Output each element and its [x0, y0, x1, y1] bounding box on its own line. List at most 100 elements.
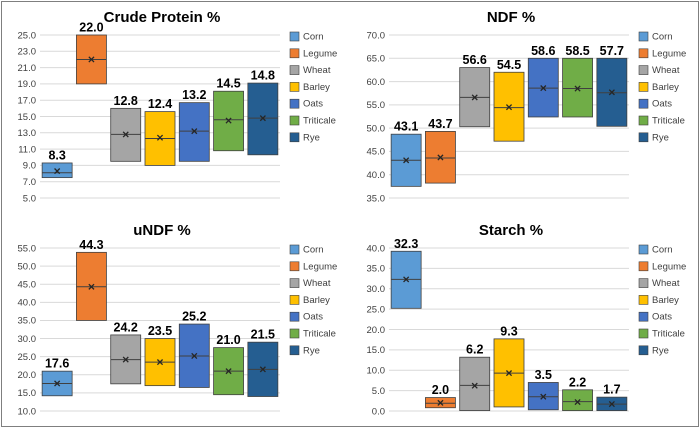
legend-label: Corn [303, 245, 324, 256]
legend-item-triticale: Triticale [638, 115, 685, 127]
y-tick-label: 21.0 [18, 63, 37, 74]
y-tick-label: 20.0 [367, 325, 386, 336]
box-rect [562, 389, 593, 411]
y-tick-label: 5.0 [372, 386, 385, 397]
mean-marker-icon [54, 380, 61, 387]
data-label: 54.5 [497, 58, 521, 72]
legend-label: Oats [303, 312, 323, 323]
box-oats: 25.2 [178, 310, 210, 388]
data-label: 13.2 [182, 88, 206, 102]
box-legume: 2.0 [425, 383, 456, 409]
chart-starch: Starch % 0.0 5.0 10.0 15.0 20.0 25.0 30.0 35.0 40… [367, 222, 687, 417]
data-label: 57.7 [600, 44, 624, 58]
y-tick-label: 10.0 [18, 406, 37, 417]
mean-marker-icon [122, 356, 129, 363]
data-label: 12.4 [148, 97, 172, 111]
mean-marker-icon [608, 401, 615, 408]
legend: Corn Legume Wheat Barley Oats Triticale Rye [638, 245, 686, 356]
mean-marker-icon [88, 283, 95, 290]
boxes: 8.3 22.0 12.8 12.4 13.2 14.5 14.8 [41, 21, 279, 179]
legend: Corn Legume Wheat Barley Oats Triticale Rye [289, 244, 337, 356]
data-label: 23.5 [148, 324, 172, 338]
mean-marker-icon [505, 370, 513, 377]
legend-swatch [289, 244, 300, 255]
mean-marker-icon [471, 94, 478, 101]
data-label: 44.3 [79, 238, 103, 252]
y-tick-label: 40.0 [367, 170, 386, 181]
data-label: 58.5 [565, 44, 589, 58]
legend-swatch [638, 115, 649, 126]
x-mark-stroke [540, 393, 547, 400]
mean-marker-icon [88, 56, 95, 63]
legend-item-barley: Barley [289, 82, 330, 93]
x-mark-stroke [54, 380, 61, 387]
data-label: 9.3 [500, 324, 517, 338]
mean-marker-icon [540, 393, 547, 400]
mean-marker-icon [403, 276, 410, 283]
box-barley: 9.3 [493, 324, 525, 408]
legend-label: Corn [303, 32, 324, 43]
y-tick-label: 25.0 [367, 304, 386, 315]
legend-label: Barley [652, 82, 679, 93]
box-triticale: 58.5 [562, 44, 593, 118]
legend-label: Rye [652, 132, 669, 143]
box-triticale: 14.5 [213, 77, 244, 152]
mean-marker-icon [403, 157, 410, 164]
y-axis-ticks: 0.0 5.0 10.0 15.0 20.0 25.0 30.0 35.0 40.0 [367, 243, 386, 417]
box-corn: 8.3 [41, 148, 73, 179]
mean-marker-icon [225, 368, 232, 375]
mean-marker-icon [54, 168, 61, 175]
chart-title: Starch % [479, 222, 543, 239]
data-label: 1.7 [603, 383, 620, 397]
legend-swatch [638, 311, 649, 322]
legend-label: Rye [652, 345, 669, 356]
legend-item-rye: Rye [289, 132, 320, 143]
x-mark-stroke [437, 154, 444, 161]
legend-swatch [638, 65, 649, 75]
mean-marker-icon [122, 131, 129, 138]
data-label: 12.8 [114, 94, 138, 108]
boxes: 43.1 43.7 56.6 54.5 58.6 58.5 57.7 [390, 44, 628, 187]
chart-title: NDF % [487, 9, 535, 26]
boxes: 17.6 44.3 24.2 23.5 25.2 21.0 21.5 [41, 238, 279, 397]
x-mark-stroke [122, 131, 129, 138]
y-tick-label: 35.0 [18, 316, 37, 327]
y-tick-label: 15.0 [18, 112, 37, 123]
legend-item-triticale: Triticale [289, 116, 336, 127]
legend-label: Legume [652, 48, 686, 59]
legend-item-wheat: Wheat [638, 278, 680, 289]
gridlines [389, 247, 629, 412]
box-wheat: 12.8 [110, 94, 142, 162]
box-rye: 1.7 [596, 383, 628, 411]
data-label: 14.8 [251, 69, 275, 83]
legend-swatch [289, 328, 300, 339]
y-tick-label: 23.0 [18, 47, 37, 58]
legend-item-corn: Corn [289, 31, 324, 43]
legend-item-rye: Rye [638, 345, 669, 356]
data-label: 8.3 [48, 148, 65, 162]
mean-marker-icon [574, 85, 581, 92]
box-legume: 44.3 [76, 238, 107, 321]
y-tick-label: 20.0 [18, 370, 37, 381]
mean-marker-icon [259, 115, 266, 122]
x-mark-stroke [225, 117, 232, 124]
x-mark-stroke [403, 157, 410, 164]
box-rect [247, 82, 279, 156]
x-mark-stroke [88, 283, 95, 290]
x-mark-stroke [471, 382, 478, 389]
box-corn: 32.3 [390, 237, 422, 309]
y-tick-label: 25.0 [18, 352, 37, 363]
x-mark-stroke [505, 104, 513, 111]
data-label: 3.5 [535, 368, 552, 382]
y-tick-label: 40.0 [367, 243, 386, 254]
mean-marker-icon [471, 382, 478, 389]
legend-item-oats: Oats [638, 99, 672, 110]
legend-swatch [638, 278, 649, 288]
legend-label: Barley [303, 295, 330, 306]
box-rye: 21.5 [247, 328, 279, 397]
legend-swatch [289, 31, 300, 42]
box-rect [562, 57, 593, 118]
legend-label: Triticale [652, 116, 685, 127]
mean-marker-icon [225, 117, 232, 124]
y-tick-label: 50.0 [18, 261, 37, 272]
